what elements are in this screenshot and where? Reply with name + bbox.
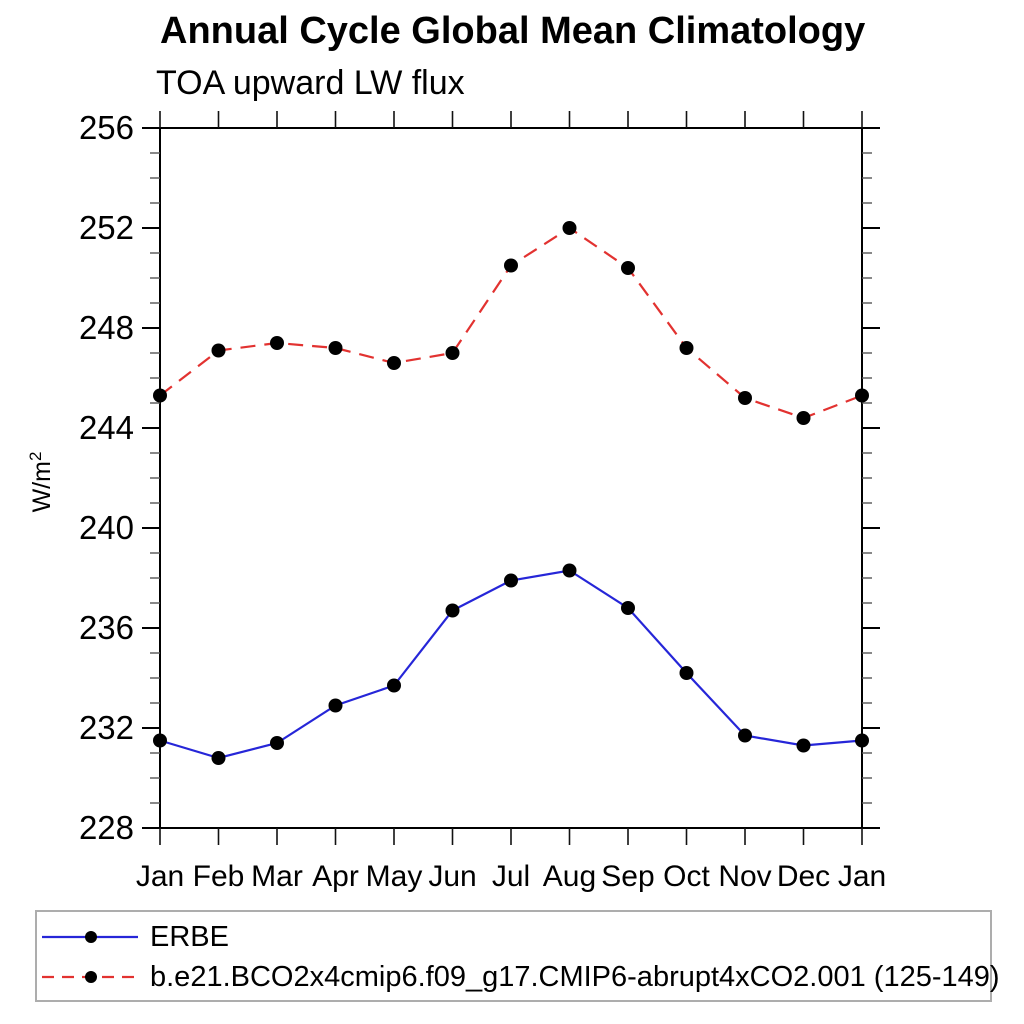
svg-text:252: 252	[79, 209, 134, 246]
svg-text:Feb: Feb	[193, 860, 245, 893]
chart-subtitle: TOA upward LW flux	[156, 64, 465, 102]
svg-text:240: 240	[79, 509, 134, 546]
svg-text:Apr: Apr	[312, 860, 359, 893]
svg-text:Sep: Sep	[601, 860, 654, 893]
legend-item-model: b.e21.BCO2x4cmip6.f09_g17.CMIP6-abrupt4x…	[37, 957, 1000, 997]
legend-swatch-dashed	[42, 971, 138, 983]
svg-text:W/m2: W/m2	[26, 452, 56, 513]
svg-text:May: May	[366, 860, 423, 893]
svg-text:Jun: Jun	[428, 860, 476, 893]
svg-text:Dec: Dec	[777, 860, 830, 893]
svg-text:Jan: Jan	[136, 860, 184, 893]
legend-label-erbe: ERBE	[150, 920, 229, 953]
legend-swatch-solid	[42, 931, 138, 943]
svg-text:Jan: Jan	[838, 860, 886, 893]
svg-text:244: 244	[79, 409, 134, 446]
legend-marker-dot	[85, 971, 97, 983]
svg-text:236: 236	[79, 609, 134, 646]
legend-label-model: b.e21.BCO2x4cmip6.f09_g17.CMIP6-abrupt4x…	[150, 960, 1000, 993]
svg-text:Aug: Aug	[543, 860, 596, 893]
legend-item-erbe: ERBE	[37, 917, 990, 957]
chart-title: Annual Cycle Global Mean Climatology	[160, 10, 866, 52]
svg-text:Jul: Jul	[492, 860, 530, 893]
svg-text:232: 232	[79, 709, 134, 746]
legend-marker-dot	[85, 931, 97, 943]
svg-text:248: 248	[79, 309, 134, 346]
svg-text:228: 228	[79, 809, 134, 846]
svg-text:Nov: Nov	[718, 860, 771, 893]
legend-box: ERBE b.e21.BCO2x4cmip6.f09_g17.CMIP6-abr…	[35, 910, 1000, 1002]
svg-text:Oct: Oct	[663, 860, 710, 893]
svg-text:256: 256	[79, 109, 134, 146]
svg-text:Mar: Mar	[251, 860, 303, 893]
